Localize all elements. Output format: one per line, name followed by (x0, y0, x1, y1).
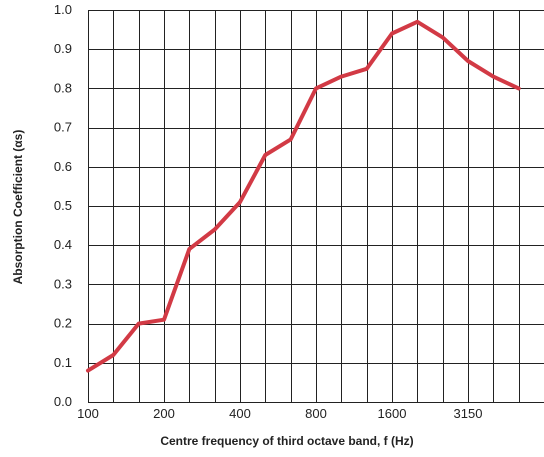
data-point (162, 318, 166, 322)
x-axis-title: Centre frequency of third octave band, f… (160, 434, 413, 448)
x-tick-label: 1600 (378, 406, 407, 421)
y-tick-label: 0.1 (54, 355, 72, 370)
x-tick-label: 800 (305, 406, 327, 421)
y-tick-label: 0.3 (54, 276, 72, 291)
data-point (390, 32, 394, 36)
x-tick-label: 400 (229, 406, 251, 421)
data-point (187, 247, 191, 251)
data-point (289, 137, 293, 141)
data-point (238, 200, 242, 204)
y-tick-label: 0.7 (54, 120, 72, 135)
y-tick-label: 0.0 (54, 394, 72, 409)
y-tick-label: 0.6 (54, 159, 72, 174)
x-tick-label: 100 (77, 406, 99, 421)
y-tick-label: 0.2 (54, 316, 72, 331)
data-point (491, 75, 495, 79)
grid (88, 10, 544, 403)
x-tick-labels: 100 200 400 800 1600 3150 (77, 406, 482, 421)
data-point (86, 369, 90, 373)
data-point (263, 153, 267, 157)
y-axis-title: Absorption Coefficient (αs) (11, 130, 25, 285)
y-tick-label: 0.4 (54, 237, 72, 252)
y-tick-label: 0.5 (54, 198, 72, 213)
data-point (213, 228, 217, 232)
y-tick-labels: 0.0 0.1 0.2 0.3 0.4 0.5 0.6 0.7 0.8 0.9 1.0 (54, 2, 72, 409)
data-point (339, 75, 343, 79)
y-tick-label: 0.9 (54, 41, 72, 56)
data-point (111, 353, 115, 357)
x-tick-label: 3150 (454, 406, 483, 421)
data-point (137, 322, 141, 326)
data-point (314, 86, 318, 90)
data-point (517, 86, 521, 90)
data-point (441, 35, 445, 39)
series (86, 19, 521, 373)
series-line (86, 19, 521, 373)
y-tick-label: 0.8 (54, 80, 72, 95)
y-tick-label: 1.0 (54, 2, 72, 17)
data-point (415, 20, 419, 24)
x-tick-label: 200 (153, 406, 175, 421)
data-point (466, 59, 470, 63)
data-point (365, 67, 369, 71)
